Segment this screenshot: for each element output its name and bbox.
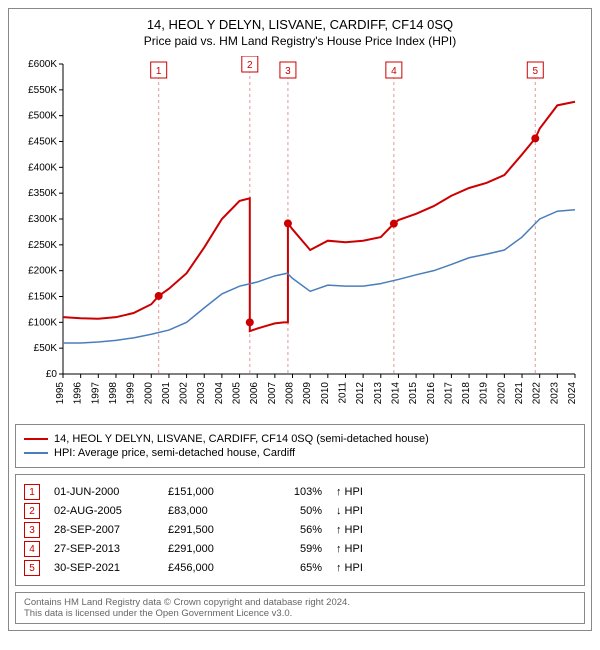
svg-text:2022: 2022 (532, 382, 543, 405)
sale-row: 2 02-AUG-2005 £83,000 50% ↓ HPI (24, 503, 576, 519)
svg-text:2013: 2013 (373, 382, 384, 405)
svg-text:£50K: £50K (34, 343, 58, 354)
sale-date: 30-SEP-2021 (54, 562, 154, 574)
svg-text:£350K: £350K (28, 188, 57, 199)
sale-row: 1 01-JUN-2000 £151,000 103% ↑ HPI (24, 484, 576, 500)
sale-number-badge: 3 (24, 522, 40, 538)
sale-price: £456,000 (168, 562, 248, 574)
sale-row: 3 28-SEP-2007 £291,500 56% ↑ HPI (24, 522, 576, 538)
sale-date: 02-AUG-2005 (54, 505, 154, 517)
sales-table: 1 01-JUN-2000 £151,000 103% ↑ HPI 2 02-AUG-200… (15, 474, 585, 586)
sale-price: £291,500 (168, 524, 248, 536)
sale-direction: ↑ HPI (336, 524, 363, 536)
svg-text:2023: 2023 (549, 382, 560, 405)
svg-text:1999: 1999 (126, 382, 137, 405)
legend-swatch (24, 452, 48, 454)
line-chart: £0 £50K £100K £150K £200K £250K £300K £350K £400… (15, 56, 585, 416)
svg-text:2019: 2019 (479, 382, 490, 405)
svg-text:2001: 2001 (161, 382, 172, 405)
sale-price: £83,000 (168, 505, 248, 517)
sale-row: 4 27-SEP-2013 £291,000 59% ↑ HPI (24, 541, 576, 557)
svg-text:£300K: £300K (28, 214, 57, 225)
footer-attribution: Contains HM Land Registry data © Crown c… (15, 592, 585, 624)
svg-text:2005: 2005 (232, 382, 243, 405)
svg-text:1: 1 (156, 66, 162, 77)
sale-number-badge: 1 (24, 484, 40, 500)
legend-label: 14, HEOL Y DELYN, LISVANE, CARDIFF, CF14… (54, 433, 429, 445)
sale-direction: ↑ HPI (336, 543, 363, 555)
chart-area: £0 £50K £100K £150K £200K £250K £300K £350K £400… (15, 56, 585, 416)
svg-text:2018: 2018 (461, 382, 472, 405)
svg-text:2002: 2002 (179, 382, 190, 405)
svg-text:£600K: £600K (28, 59, 57, 70)
svg-text:2015: 2015 (408, 382, 419, 405)
sale-pct: 56% (262, 524, 322, 536)
series-hpi (63, 210, 575, 343)
svg-text:2009: 2009 (302, 382, 313, 405)
svg-text:2012: 2012 (355, 382, 366, 405)
chart-subtitle: Price paid vs. HM Land Registry's House … (15, 34, 585, 48)
svg-text:2008: 2008 (285, 382, 296, 405)
svg-text:3: 3 (285, 66, 291, 77)
svg-text:2: 2 (247, 60, 253, 71)
svg-text:£550K: £550K (28, 85, 57, 96)
sale-pct: 59% (262, 543, 322, 555)
svg-text:2010: 2010 (320, 382, 331, 405)
svg-text:£150K: £150K (28, 292, 57, 303)
sale-date: 28-SEP-2007 (54, 524, 154, 536)
svg-text:£100K: £100K (28, 317, 57, 328)
svg-text:£0: £0 (46, 369, 58, 380)
series-property (63, 102, 575, 331)
svg-text:2007: 2007 (267, 382, 278, 405)
legend: 14, HEOL Y DELYN, LISVANE, CARDIFF, CF14… (15, 424, 585, 468)
svg-text:1995: 1995 (55, 382, 66, 405)
footer-line: This data is licensed under the Open Gov… (24, 608, 576, 619)
sale-pct: 65% (262, 562, 322, 574)
legend-label: HPI: Average price, semi-detached house,… (54, 447, 295, 459)
svg-text:2014: 2014 (390, 382, 401, 405)
svg-text:2021: 2021 (514, 382, 525, 405)
svg-text:2020: 2020 (496, 382, 507, 405)
svg-text:5: 5 (532, 66, 538, 77)
svg-text:£200K: £200K (28, 266, 57, 277)
sale-price: £151,000 (168, 486, 248, 498)
sale-number-badge: 2 (24, 503, 40, 519)
svg-text:1996: 1996 (73, 382, 84, 405)
legend-swatch (24, 438, 48, 440)
svg-text:2006: 2006 (249, 382, 260, 405)
sale-date: 27-SEP-2013 (54, 543, 154, 555)
svg-text:2017: 2017 (443, 382, 454, 405)
chart-container: 14, HEOL Y DELYN, LISVANE, CARDIFF, CF14… (8, 8, 592, 631)
sale-direction: ↑ HPI (336, 486, 363, 498)
sale-number-badge: 5 (24, 560, 40, 576)
sale-number-badge: 4 (24, 541, 40, 557)
svg-text:2003: 2003 (196, 382, 207, 405)
sale-row: 5 30-SEP-2021 £456,000 65% ↑ HPI (24, 560, 576, 576)
svg-text:2024: 2024 (567, 382, 578, 405)
sale-date: 01-JUN-2000 (54, 486, 154, 498)
svg-text:2004: 2004 (214, 382, 225, 405)
sale-direction: ↓ HPI (336, 505, 363, 517)
sale-price: £291,000 (168, 543, 248, 555)
sale-pct: 103% (262, 486, 322, 498)
footer-line: Contains HM Land Registry data © Crown c… (24, 597, 576, 608)
svg-text:£250K: £250K (28, 240, 57, 251)
chart-title: 14, HEOL Y DELYN, LISVANE, CARDIFF, CF14… (15, 17, 585, 32)
svg-text:1997: 1997 (90, 382, 101, 405)
svg-text:2016: 2016 (426, 382, 437, 405)
svg-text:2000: 2000 (143, 382, 154, 405)
svg-text:4: 4 (391, 66, 397, 77)
svg-text:1998: 1998 (108, 382, 119, 405)
sale-pct: 50% (262, 505, 322, 517)
legend-item: HPI: Average price, semi-detached house,… (24, 447, 576, 459)
svg-text:£450K: £450K (28, 137, 57, 148)
sale-direction: ↑ HPI (336, 562, 363, 574)
svg-text:£500K: £500K (28, 111, 57, 122)
svg-text:2011: 2011 (337, 382, 348, 404)
svg-text:£400K: £400K (28, 162, 57, 173)
legend-item: 14, HEOL Y DELYN, LISVANE, CARDIFF, CF14… (24, 433, 576, 445)
